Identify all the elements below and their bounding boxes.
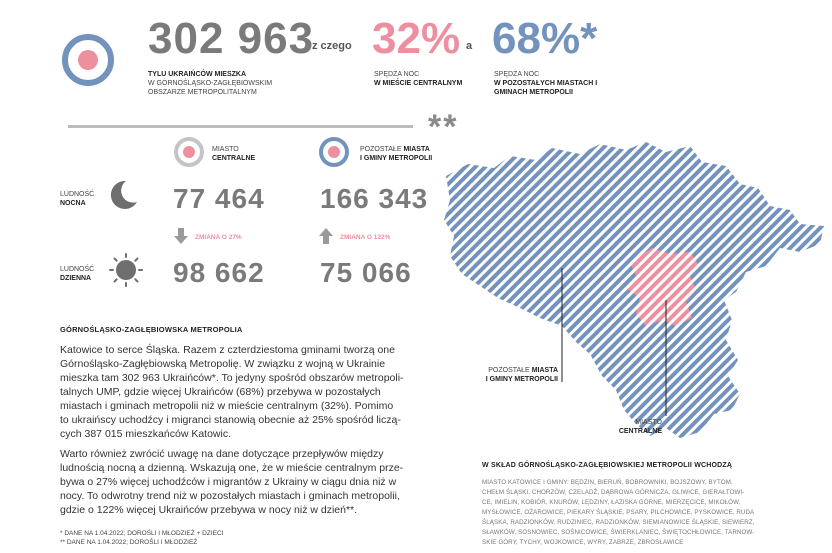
day-other-value: 75 066 [320, 257, 412, 288]
day-center-value: 98 662 [173, 257, 265, 288]
z-czego-label: z czego [312, 40, 352, 52]
night-center-value: 77 464 [173, 183, 265, 214]
night-other-value: 166 343 [320, 183, 429, 214]
members-list: MIASTO KATOWICE I GMINY: BĘDZIN, BIERUŃ,… [482, 479, 755, 546]
metropolis-map [444, 142, 824, 438]
other-cities-icon [319, 137, 349, 167]
center-percent: 32% [372, 14, 461, 63]
total-caption: TYLU UKRAIŃCÓW MIESZKA W GÓRNOŚLĄSKO-ZAG… [148, 71, 273, 96]
conj-a: a [466, 40, 473, 52]
arrow-up-icon [319, 228, 333, 244]
day-population-label: LUDNOŚĆ DZIENNA [60, 266, 95, 282]
metropolis-target-icon [62, 34, 114, 86]
change-other: ZMIANA O 122% [340, 234, 391, 241]
change-center: ZMIANA O 27% [195, 234, 242, 241]
other-percent: 68%* [492, 14, 598, 63]
divider-asterisks: ** [428, 108, 459, 146]
other-cities-label: POZOSTAŁE MIASTA I GMINY METROPOLII [360, 146, 433, 162]
arrow-down-icon [174, 228, 188, 244]
map-label-other: POZOSTAŁE MIASTA I GMINY METROPOLII [485, 367, 558, 383]
moon-icon [110, 180, 137, 209]
map-label-center: MIASTO CENTRALNE [618, 419, 662, 435]
article-paragraph-2: Warto również zwrócić uwagę na dane doty… [60, 448, 404, 516]
other-caption: SPĘDZA NOC W POZOSTAŁYCH MIASTACH I GMIN… [494, 71, 598, 96]
footnotes: * DANE NA 1.04.2022; DOROŚLI I MŁODZIEŻ … [60, 530, 224, 546]
members-heading: W SKŁAD GÓRNOŚLĄSKO-ZAGŁĘBIOWSKIEJ METRO… [482, 462, 733, 469]
total-number: 302 963 [148, 14, 315, 63]
article-heading: GÓRNOŚLĄSKO-ZAGŁĘBIOWSKA METROPOLIA [60, 325, 243, 334]
center-city-label: MIASTO CENTRALNE [212, 146, 256, 162]
article-paragraph-1: Katowice to serce Śląska. Razem z czterd… [60, 344, 404, 440]
central-city-region [626, 248, 698, 326]
divider-line [68, 125, 413, 128]
sun-icon [109, 253, 143, 287]
night-population-label: LUDNOŚĆ NOCNA [60, 191, 95, 207]
center-city-icon [174, 137, 204, 167]
center-caption: SPĘDZA NOC W MIEŚCIE CENTRALNYM [374, 71, 463, 87]
